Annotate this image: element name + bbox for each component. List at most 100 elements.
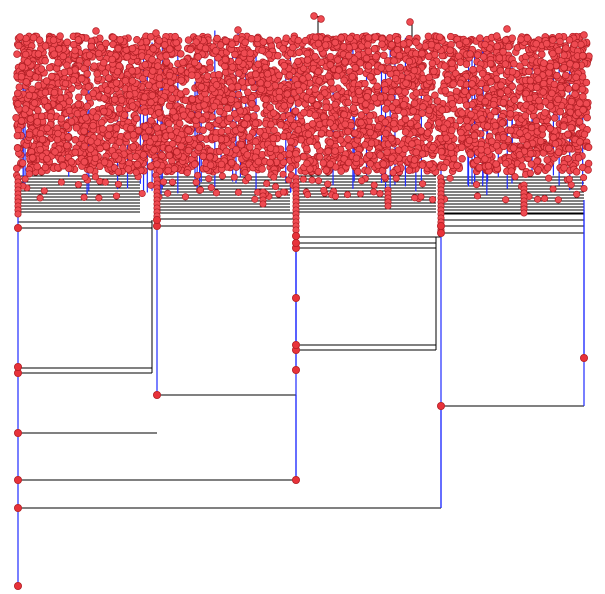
leaf-node bbox=[571, 90, 579, 98]
leaf-node bbox=[461, 87, 469, 96]
leaf-node bbox=[311, 33, 320, 42]
leaf-node bbox=[539, 88, 547, 96]
leaf-node bbox=[469, 65, 477, 74]
leaf-node bbox=[248, 100, 256, 108]
leaf-node bbox=[287, 137, 295, 146]
leaf-node bbox=[567, 123, 575, 132]
leaf-node bbox=[34, 106, 42, 115]
leaf-node bbox=[63, 38, 71, 47]
leaf-node bbox=[567, 181, 575, 189]
leaf-node bbox=[550, 80, 559, 89]
leaf-node bbox=[172, 38, 180, 47]
branch-node bbox=[152, 215, 161, 224]
leaf-node bbox=[74, 181, 82, 189]
leaf-node bbox=[162, 58, 171, 66]
leaf-node bbox=[217, 160, 226, 169]
leaf-node bbox=[195, 143, 203, 152]
leaf-node bbox=[243, 114, 251, 122]
leaf-node bbox=[341, 120, 349, 128]
leaf-node bbox=[96, 144, 104, 153]
branch-node bbox=[13, 475, 22, 484]
leaf-node bbox=[275, 71, 283, 80]
leaf-node bbox=[544, 164, 552, 172]
branch-node bbox=[436, 228, 445, 237]
leaf-node bbox=[17, 72, 26, 81]
leaf-node bbox=[499, 48, 507, 56]
leaf-node bbox=[508, 67, 517, 76]
leaf-node bbox=[565, 175, 573, 183]
leaf-node bbox=[446, 46, 454, 55]
leaf-node bbox=[282, 34, 290, 42]
leaf-node bbox=[50, 88, 59, 97]
leaf-node bbox=[64, 133, 72, 141]
leaf-node bbox=[196, 186, 205, 194]
leaf-node bbox=[526, 169, 534, 177]
leaf-node bbox=[501, 60, 510, 68]
leaf-node bbox=[232, 145, 240, 154]
leaf-node bbox=[521, 58, 529, 67]
leaf-node bbox=[367, 139, 376, 147]
leaf-node bbox=[80, 158, 89, 166]
leaf-node bbox=[370, 181, 378, 189]
leaf-node bbox=[562, 44, 570, 52]
leaf-node bbox=[303, 49, 312, 58]
leaf-node bbox=[225, 114, 234, 122]
leaf-node bbox=[263, 179, 271, 188]
leaf-node bbox=[37, 65, 46, 73]
leaf-node bbox=[80, 88, 88, 96]
leaf-node bbox=[419, 103, 427, 111]
leaf-node bbox=[80, 142, 89, 151]
leaf-node bbox=[344, 135, 352, 143]
leaf-node bbox=[541, 98, 550, 106]
leaf-node bbox=[55, 45, 63, 53]
leaf-node bbox=[153, 160, 161, 168]
leaf-node bbox=[285, 150, 293, 158]
leaf-node bbox=[155, 109, 163, 117]
leaf-node bbox=[579, 51, 587, 60]
leaf-node bbox=[184, 36, 193, 44]
leaf-node bbox=[541, 194, 549, 203]
leaf-node bbox=[493, 32, 501, 40]
leaf-node bbox=[125, 91, 134, 99]
leaf-node bbox=[316, 93, 324, 102]
leaf-node bbox=[216, 41, 225, 49]
leaf-node bbox=[100, 158, 109, 166]
leaf-node bbox=[41, 88, 50, 97]
leaf-node bbox=[321, 41, 330, 49]
leaf-node bbox=[49, 36, 58, 44]
leaf-node bbox=[487, 78, 495, 86]
leaf-node bbox=[401, 88, 409, 96]
leaf-node bbox=[456, 58, 465, 66]
leaf-node bbox=[181, 193, 189, 201]
leaf-node bbox=[86, 166, 94, 174]
leaf-node bbox=[534, 195, 542, 203]
leaf-node bbox=[457, 128, 465, 137]
leaf-node bbox=[159, 178, 168, 186]
leaf-node bbox=[501, 36, 510, 44]
leaf-node bbox=[128, 102, 137, 110]
leaf-node bbox=[463, 116, 471, 125]
leaf-node bbox=[565, 145, 573, 153]
leaf-node bbox=[213, 34, 221, 43]
leaf-node bbox=[57, 114, 65, 123]
leaf-node bbox=[197, 83, 206, 91]
leaf-node bbox=[481, 97, 490, 106]
leaf-node bbox=[352, 154, 361, 162]
leaf-node bbox=[279, 44, 287, 53]
leaf-node bbox=[562, 71, 570, 80]
leaf-node bbox=[469, 88, 477, 96]
leaf-node bbox=[579, 106, 587, 114]
leaf-node bbox=[546, 124, 554, 133]
leaf-node bbox=[523, 34, 532, 43]
leaf-node bbox=[584, 166, 592, 174]
leaf-node bbox=[231, 50, 239, 59]
leaf-node bbox=[554, 148, 563, 156]
leaf-node bbox=[132, 114, 141, 123]
leaf-node bbox=[94, 49, 103, 58]
leaf-node bbox=[345, 142, 353, 151]
leaf-node bbox=[184, 126, 192, 134]
branch-node bbox=[291, 340, 300, 349]
leaf-node bbox=[448, 126, 456, 135]
leaf-node bbox=[91, 154, 100, 163]
leaf-node bbox=[501, 159, 510, 168]
